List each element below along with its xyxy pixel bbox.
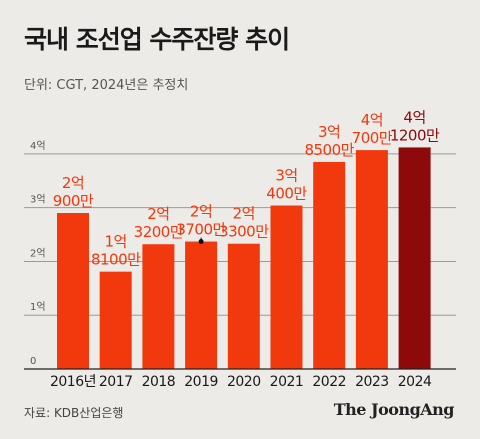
bar xyxy=(398,147,431,369)
bar xyxy=(185,241,218,369)
data-label: 3억 xyxy=(318,123,340,141)
x-tick-label: 2018 xyxy=(142,374,176,390)
bar xyxy=(227,243,260,369)
x-tick-label: 2017 xyxy=(99,374,133,390)
y-tick-label: 2억 xyxy=(30,247,46,259)
data-label: 4억 xyxy=(403,108,425,126)
data-label: 2억 xyxy=(190,203,212,221)
data-label: 3억 xyxy=(275,167,297,185)
data-label: 900만 xyxy=(53,192,94,210)
x-tick-label: 2020 xyxy=(227,374,261,390)
chart-subtitle: 단위: CGT, 2024년은 추정치 xyxy=(24,78,189,93)
bar xyxy=(355,150,388,369)
data-label: 2억 xyxy=(147,205,169,223)
x-tick-label: 2019 xyxy=(184,374,218,390)
y-tick-label: 4억 xyxy=(30,140,46,152)
x-tick-label: 2024 xyxy=(398,374,432,390)
bar xyxy=(57,213,89,369)
label-leader-dot xyxy=(198,239,204,245)
data-label: 2억 xyxy=(62,174,84,192)
bar xyxy=(270,205,303,369)
x-tick-label: 2021 xyxy=(270,374,304,390)
data-label: 3700만 xyxy=(176,221,226,239)
data-label: 3200만 xyxy=(134,223,184,241)
y-tick-label: 1억 xyxy=(30,301,46,313)
x-tick-label: 2023 xyxy=(355,374,389,390)
data-label: 8100만 xyxy=(91,251,141,269)
y-tick-label: 0 xyxy=(30,356,36,367)
y-tick-label: 3억 xyxy=(30,194,46,206)
x-tick-label: 2016년 xyxy=(50,374,96,390)
bar xyxy=(99,271,132,369)
data-label: 700만 xyxy=(352,129,393,147)
data-label: 2억 xyxy=(233,205,255,223)
bar xyxy=(142,244,175,369)
data-label: 400만 xyxy=(266,185,307,203)
data-label: 4억 xyxy=(361,111,383,129)
brand-logo: The JoongAng xyxy=(333,400,455,419)
chart-title: 국내 조선업 수주잔량 추이 xyxy=(24,25,290,54)
bar xyxy=(313,161,346,369)
data-label: 1200만 xyxy=(390,126,440,144)
data-label: 3300만 xyxy=(219,223,269,241)
x-tick-label: 2022 xyxy=(312,374,346,390)
data-label: 1억 xyxy=(105,233,127,251)
data-label: 8500만 xyxy=(304,141,354,159)
source-note: 자료: KDB산업은행 xyxy=(24,406,124,420)
